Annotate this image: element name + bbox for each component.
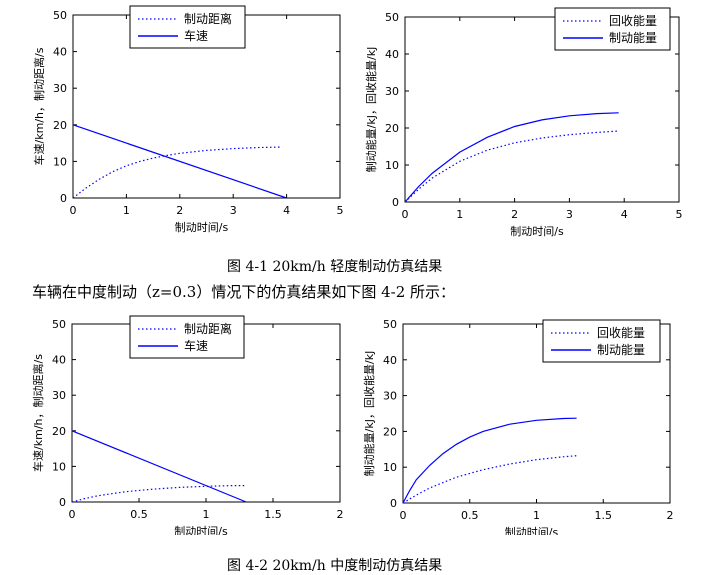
x-tick-label: 0 — [400, 509, 407, 522]
x-tick-label: 1 — [123, 204, 130, 217]
chart-svg: 0 0.5 1 1.5 201020304050制动时间/s车速/km/h，制动距离/s… — [31, 315, 344, 538]
x-tick-label: 2 — [176, 204, 183, 217]
y-axis-label: 车速/km/h，制动距离/s — [31, 354, 45, 472]
y-tick-label: 40 — [383, 354, 397, 367]
legend-label: 制动能量 — [609, 31, 657, 45]
series-line-回收能量 — [402, 455, 577, 504]
y-tick-label: 40 — [52, 354, 66, 367]
x-tick-label: 0.5 — [461, 509, 479, 522]
y-tick-label: 0 — [60, 192, 67, 205]
chart-1-braking-distance-speed-light: 0 1 2 3 4 5 0 10 20 30 40 50 制动时间/s 车速/km/h，制动距离/s 制动距… — [0, 0, 350, 245]
y-tick-label: 10 — [53, 155, 67, 168]
legend-label: 车速 — [184, 338, 208, 353]
x-tick-label: 2 — [667, 509, 674, 522]
series-line-车速 — [72, 124, 287, 199]
x-axis-label: 制动时间/s — [175, 221, 229, 234]
legend-label: 制动距离 — [184, 11, 232, 26]
x-tick-label: 3 — [566, 208, 573, 221]
x-tick-label: 2 — [337, 508, 344, 521]
x-axis-label: 制动时间/s — [510, 225, 564, 238]
series-line-回收能量 — [404, 130, 619, 203]
series-line-制动距离 — [72, 146, 282, 199]
y-tick-label: 0 — [59, 496, 66, 509]
x-tick-label: 1.5 — [595, 509, 613, 522]
legend-box — [554, 7, 671, 51]
y-tick-label: 10 — [385, 159, 399, 172]
x-tick-label: 2 — [511, 208, 518, 221]
x-tick-label: 0 — [402, 208, 409, 221]
x-tick-label: 4 — [283, 204, 290, 217]
x-tick-label: 1 — [456, 208, 463, 221]
series-line-车速 — [71, 430, 247, 503]
axes-box — [404, 16, 680, 203]
x-tick-label: 3 — [230, 204, 237, 217]
y-tick-label: 0 — [390, 497, 397, 510]
figure-caption-4-2: 图 4-2 20km/h 中度制动仿真结果 — [227, 558, 443, 574]
series-line-制动能量 — [404, 112, 619, 203]
x-tick-label: 1.5 — [264, 508, 282, 521]
chart-4-energy-moderate: 0 0.5 1 1.5 2 0 10 20 30 40 50 制动时间/s 制动能量/kJ，回收能量/k… — [352, 310, 705, 539]
y-axis-label: 制动能量/kJ，回收能量/kJ — [364, 47, 378, 173]
chart-svg: 0 1 2 3 4 501020304050制动时间/s车速/km/h，制动距离/s制动距… — [32, 5, 344, 234]
x-tick-label: 5 — [337, 204, 344, 217]
y-tick-label: 30 — [53, 82, 67, 95]
y-tick-label: 50 — [383, 318, 397, 331]
y-tick-label: 30 — [383, 390, 397, 403]
series-line-制动能量 — [402, 417, 577, 504]
body-paragraph: 车辆在中度制动（z=0.3）情况下的仿真结果如下图 4-2 所示： — [32, 283, 456, 301]
y-axis-label: 制动能量/kJ，回收能量/kJ — [362, 351, 376, 477]
x-axis-label: 制动时间/s — [174, 525, 228, 535]
chart-2-energy-light: 0 1 2 3 4 5 0 10 20 30 40 50 制动时间/s 制动能量/kJ，回收能量/kJ 回收… — [352, 0, 705, 245]
legend-label: 回收能量 — [597, 326, 645, 340]
chart-svg: 0 0.5 1 1.5 201020304050制动时间/s制动能量/kJ，回收能量/k… — [362, 318, 674, 539]
legend-box — [129, 315, 245, 359]
x-axis-label: 制动时间/s — [505, 526, 559, 535]
y-tick-label: 10 — [383, 461, 397, 474]
x-tick-label: 0 — [69, 508, 76, 521]
y-tick-label: 20 — [385, 122, 399, 135]
y-tick-label: 20 — [52, 425, 66, 438]
y-tick-label: 40 — [385, 48, 399, 61]
y-axis-label: 车速/km/h，制动距离/s — [32, 47, 46, 165]
legend-label: 回收能量 — [609, 14, 657, 28]
legend-label: 制动距离 — [184, 321, 232, 336]
y-tick-label: 30 — [52, 389, 66, 402]
legend-label: 制动能量 — [597, 343, 645, 357]
x-tick-label: 0 — [70, 204, 77, 217]
x-tick-label: 5 — [676, 208, 683, 221]
y-tick-label: 40 — [53, 46, 67, 59]
x-tick-label: 1 — [203, 508, 210, 521]
y-tick-label: 50 — [53, 9, 67, 22]
y-tick-label: 50 — [52, 318, 66, 331]
legend-box — [542, 319, 661, 363]
legend-label: 车速 — [184, 28, 208, 43]
x-tick-label: 4 — [621, 208, 628, 221]
y-tick-label: 10 — [52, 460, 66, 473]
legend-box — [129, 5, 246, 49]
x-tick-label: 1 — [533, 509, 540, 522]
series-line-制动距离 — [71, 485, 247, 503]
x-tick-label: 0.5 — [130, 508, 148, 521]
y-tick-label: 50 — [385, 11, 399, 24]
y-tick-label: 20 — [53, 119, 67, 132]
y-tick-label: 20 — [383, 425, 397, 438]
y-tick-label: 30 — [385, 85, 399, 98]
figure-caption-4-1: 图 4-1 20km/h 轻度制动仿真结果 — [227, 259, 443, 275]
chart-3-braking-distance-speed-moderate: 0 0.5 1 1.5 2 0 10 20 30 40 50 制动时间/s 车速/km/h，制动距离/s… — [0, 310, 350, 538]
y-tick-label: 0 — [392, 196, 399, 209]
chart-svg: 0 1 2 3 4 501020304050制动时间/s制动能量/kJ，回收能量/kJ回收… — [364, 7, 683, 238]
